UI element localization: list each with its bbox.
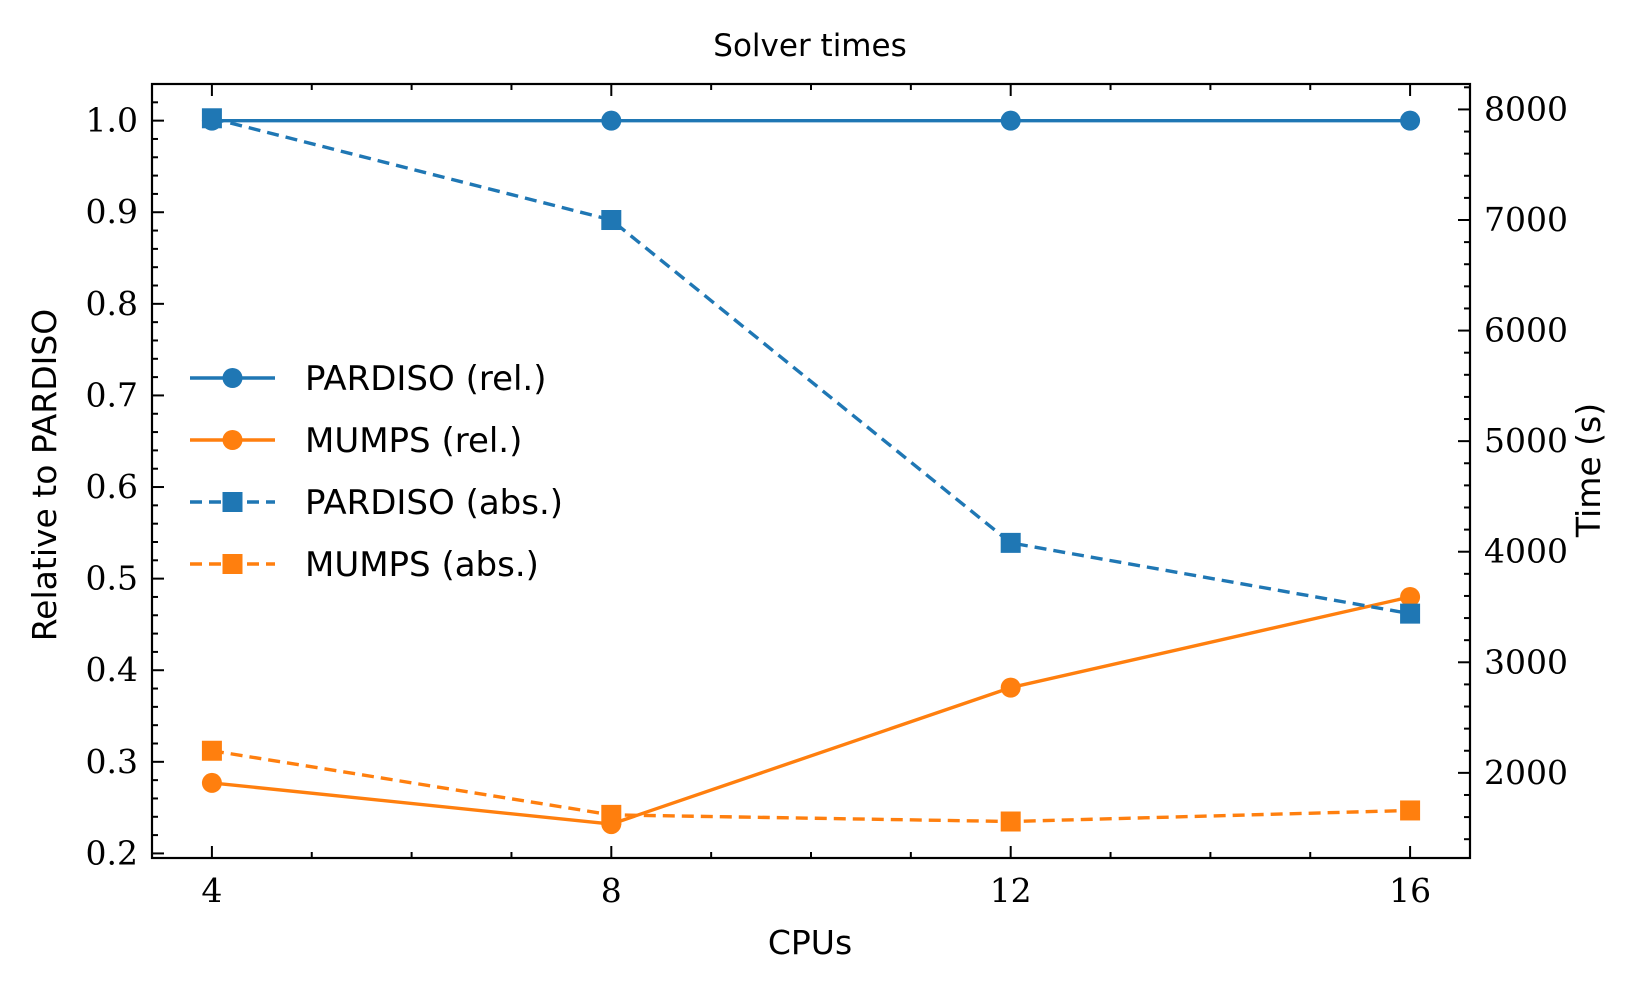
axes-frame: [150, 82, 1472, 860]
data-point: [1000, 677, 1021, 698]
data-point: [601, 110, 622, 131]
legend-item: PARDISO (rel.): [190, 359, 547, 399]
y-left-tick-label: 0.8: [86, 284, 138, 323]
y-left-tick-label: 0.4: [86, 650, 138, 689]
x-tick-label: 12: [990, 871, 1032, 910]
y-left-tick-label: 1.0: [86, 101, 138, 140]
legend-label: PARDISO (rel.): [305, 359, 547, 399]
y-left-tick-label: 0.3: [86, 742, 138, 781]
data-point: [1400, 586, 1421, 607]
y-left-tick-label: 0.2: [86, 833, 138, 872]
data-point: [1400, 110, 1421, 131]
y-right-tick-label: 8000: [1484, 89, 1568, 128]
legend-label: MUMPS (abs.): [305, 545, 539, 585]
y-right-tick-label: 6000: [1484, 311, 1568, 350]
y-right-tick-label: 7000: [1484, 200, 1568, 239]
series-line: [211, 595, 1411, 826]
y-right-tick-label: 4000: [1484, 532, 1568, 571]
y-right-tick-label: 3000: [1484, 642, 1568, 681]
y-left-tick-label: 0.6: [86, 467, 138, 506]
x-tick-label: 8: [601, 871, 622, 910]
y-right-tick-label: 2000: [1484, 753, 1568, 792]
y-right-tick-label: 5000: [1484, 421, 1568, 460]
legend-marker: [222, 492, 243, 512]
y-axis-label-right: Time (s): [1569, 403, 1608, 538]
data-point: [1400, 603, 1421, 624]
y-left-tick-label: 0.7: [86, 375, 138, 414]
series-2: [201, 586, 1421, 835]
data-point: [1000, 811, 1021, 832]
legend-label: PARDISO (abs.): [305, 483, 563, 523]
series-line: [211, 116, 1411, 616]
data-point: [601, 804, 622, 825]
y-left-tick-label: 0.9: [86, 192, 138, 231]
legend-item: PARDISO (abs.): [190, 483, 563, 523]
legend: PARDISO (rel.) MUMPS (rel.) PARDISO (abs.)…: [190, 359, 563, 585]
series-line: [211, 749, 1411, 824]
legend-marker: [222, 430, 243, 450]
legend-marker: [222, 368, 243, 388]
legend-label: MUMPS (rel.): [305, 421, 522, 461]
data-point: [1000, 110, 1021, 131]
y-axis-label-left: Relative to PARDISO: [25, 309, 64, 642]
legend-item: MUMPS (rel.): [190, 421, 522, 461]
series-3: [201, 108, 1421, 624]
data-point: [601, 210, 622, 231]
legend-item: MUMPS (abs.): [190, 545, 539, 585]
y-left-tick-label: 0.5: [86, 559, 138, 598]
x-tick-label: 16: [1389, 871, 1431, 910]
plot-area: 4 8 12 16 0.2 0.3 0.4 0.5 0.6 0.7 0.8 0.9 1.0 2000 300…: [86, 82, 1568, 910]
chart-title: Solver times: [713, 28, 906, 64]
data-point: [1400, 800, 1421, 821]
x-tick-label: 4: [201, 871, 222, 910]
series-1: [201, 110, 1421, 131]
data-point: [201, 108, 222, 129]
data-point: [201, 772, 222, 793]
series-4: [201, 740, 1421, 832]
data-point: [1000, 532, 1021, 553]
data-point: [201, 740, 222, 761]
x-axis-label: CPUs: [768, 923, 852, 962]
legend-marker: [222, 554, 243, 574]
